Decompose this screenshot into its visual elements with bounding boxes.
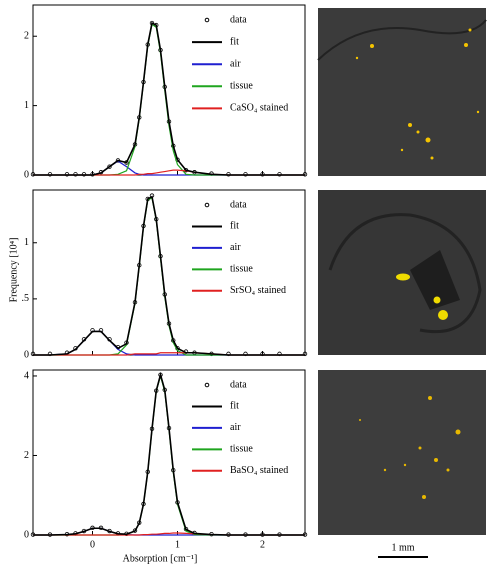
y-tick-label: 0 xyxy=(24,349,29,360)
plot-frame xyxy=(32,189,306,356)
y-tick-label: 1 xyxy=(24,237,29,248)
fit-curve xyxy=(33,21,305,176)
y-tick-label: 0 xyxy=(24,169,29,180)
plot-frame xyxy=(32,369,306,536)
fit-curve xyxy=(33,371,305,536)
y-tick-label: 2 xyxy=(24,31,29,42)
cavity xyxy=(410,250,460,310)
tissue-edge xyxy=(328,213,482,334)
y-tick-label: 2 xyxy=(24,450,29,461)
legend-label: air xyxy=(230,422,241,433)
fit-curve xyxy=(33,196,305,356)
stain-spots xyxy=(359,396,461,499)
legend-label: data xyxy=(230,379,247,390)
legend-label: fit xyxy=(230,36,239,47)
legend-label: BaSO₄ stained xyxy=(230,465,288,476)
legend-label: fit xyxy=(230,401,239,412)
legend-label: tissue xyxy=(230,81,253,92)
legend-label: data xyxy=(230,199,247,210)
legend-label: CaSO₄ stained xyxy=(230,103,288,114)
legend-marker xyxy=(204,17,210,23)
tissue-edge xyxy=(317,19,487,61)
fit-curve xyxy=(33,330,305,356)
legend-label: air xyxy=(230,58,241,69)
micrographs xyxy=(317,8,487,535)
y-tick-label: .5 xyxy=(22,293,30,304)
y-tick-label: 4 xyxy=(24,370,29,381)
x-tick-label: 0 xyxy=(90,539,95,550)
y-tick-label: 0 xyxy=(24,529,29,540)
x-tick-label: 2 xyxy=(260,539,265,550)
micrograph-ba xyxy=(318,370,486,535)
data-point xyxy=(132,528,138,533)
x-axis-label: Absorption [cm⁻¹] xyxy=(123,553,198,564)
y-axis-label: Frequency [10⁴] xyxy=(8,238,19,303)
legend-label: fit xyxy=(230,221,239,232)
legend-label: data xyxy=(230,14,247,25)
legend-label: tissue xyxy=(230,444,253,455)
plot-frame xyxy=(32,4,306,176)
y-tick-label: 1 xyxy=(24,100,29,111)
data-point xyxy=(107,164,112,169)
stain-spots xyxy=(355,28,480,160)
legend-label: tissue xyxy=(230,264,253,275)
fit-curve xyxy=(33,23,305,176)
legend-marker xyxy=(204,202,210,208)
scale-bar-label: 1 mm xyxy=(391,542,414,553)
micrograph-ca xyxy=(318,8,486,176)
fit-curve xyxy=(33,195,305,356)
legend-marker xyxy=(204,382,210,388)
x-tick-label: 1 xyxy=(175,539,180,550)
stain-spots xyxy=(396,273,448,320)
legend-label: SrSO₄ stained xyxy=(230,285,286,296)
fit-curve xyxy=(33,373,305,536)
legend-label: air xyxy=(230,242,241,253)
